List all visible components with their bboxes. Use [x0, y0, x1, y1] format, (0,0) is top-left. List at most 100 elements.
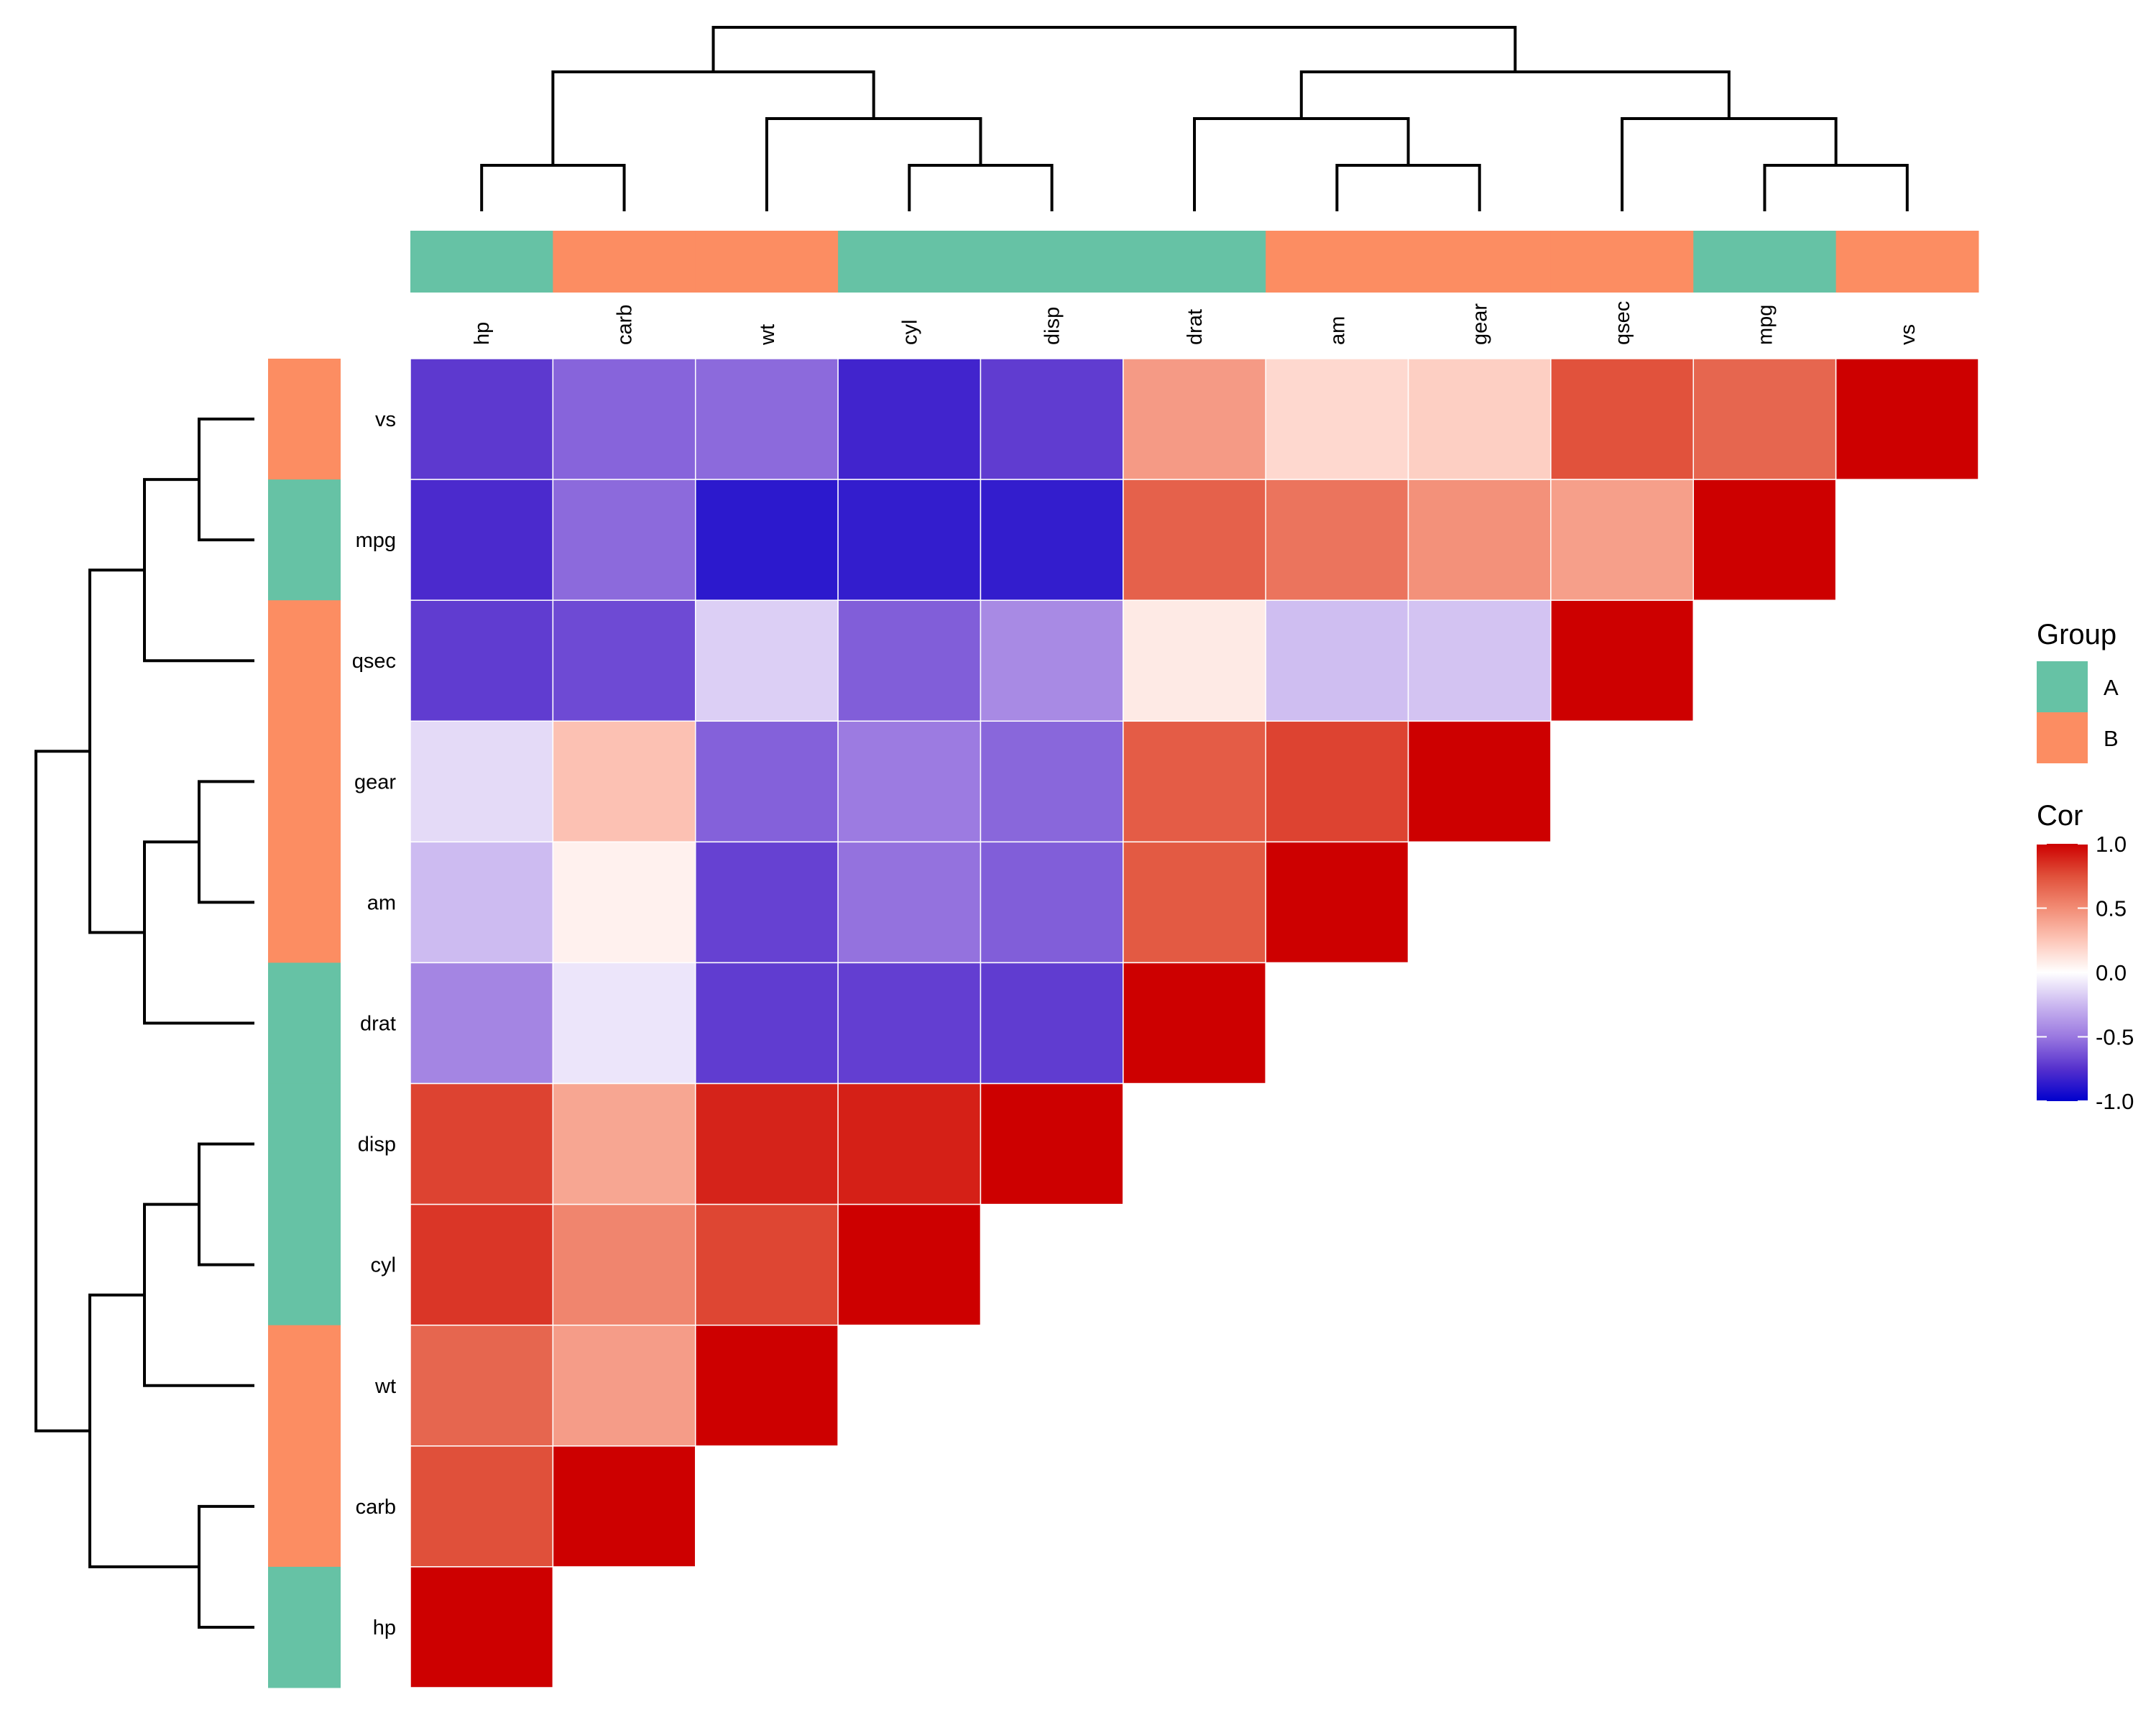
row-group-cell-drat: [268, 962, 341, 1085]
correlation-legend: Cor 1.0 0.5 0.0 -0.5 -1.0: [2037, 800, 2134, 1114]
column-dendrogram-branch: [908, 164, 1054, 211]
row-dendrogram-branch: [198, 780, 254, 904]
row-group-cell-carb: [268, 1445, 341, 1568]
heatmap-cell-disp-disp: [980, 1082, 1124, 1205]
column-group-cell-mpg: [1693, 231, 1837, 293]
heatmap-cell-drat-hp: [410, 962, 554, 1085]
heatmap-cell-am-disp: [980, 841, 1124, 964]
row-label-hp: hp: [373, 1616, 396, 1639]
heatmap-cell-drat-disp: [980, 962, 1124, 1085]
column-label-vs: vs: [1897, 324, 1920, 345]
heatmap-cell-vs-disp: [980, 358, 1124, 480]
heatmap-cell-vs-wt: [694, 358, 839, 480]
heatmap-cell-disp-hp: [410, 1082, 554, 1205]
heatmap-cell-qsec-disp: [980, 599, 1124, 722]
row-dendrogram-branch: [34, 750, 90, 1432]
heatmap-cell-vs-gear: [1407, 358, 1552, 480]
column-dendrogram-branch: [711, 26, 1517, 72]
heatmap-cell-qsec-qsec: [1550, 599, 1695, 722]
row-group-cell-cyl: [268, 1204, 341, 1326]
column-label-hp: hp: [471, 322, 494, 345]
heatmap-cell-vs-carb: [552, 358, 696, 480]
cor-legend-label: 0.0: [2096, 960, 2127, 985]
heatmap-cell-gear-hp: [410, 720, 554, 843]
row-label-wt: wt: [374, 1375, 396, 1398]
column-dendrogram-branch: [1763, 164, 1909, 211]
row-group-cell-gear: [268, 721, 341, 842]
heatmap-cell-disp-cyl: [837, 1082, 982, 1205]
group-legend-label-a: A: [2104, 675, 2119, 700]
heatmap-cell-gear-gear: [1407, 720, 1552, 843]
column-label-wt: wt: [756, 324, 779, 346]
column-label-drat: drat: [1184, 309, 1207, 345]
column-labels: hp carb wt cyl disp drat am gear qsec mpg vs: [471, 301, 1920, 346]
heatmap-cell-carb-carb: [552, 1445, 696, 1568]
column-label-qsec: qsec: [1611, 301, 1634, 345]
heatmap-cell-qsec-carb: [552, 599, 696, 722]
heatmap-cell-drat-carb: [552, 962, 696, 1085]
heatmap-cell-mpg-carb: [552, 479, 696, 601]
heatmap-cells: [410, 358, 1979, 1688]
heatmap-cell-am-carb: [552, 841, 696, 964]
cor-legend-label: -1.0: [2096, 1089, 2134, 1114]
row-dendrogram-branch: [88, 569, 144, 934]
column-dendrogram-branch: [480, 164, 626, 211]
cor-legend-label: 1.0: [2096, 832, 2127, 857]
heatmap-cell-hp-hp: [410, 1566, 554, 1688]
column-group-cell-hp: [410, 231, 553, 293]
heatmap-cell-wt-hp: [410, 1324, 554, 1447]
heatmap-cell-mpg-gear: [1407, 479, 1552, 601]
row-label-gear: gear: [354, 770, 396, 794]
heatmap-cell-mpg-am: [1265, 479, 1409, 601]
heatmap-cell-am-am: [1265, 841, 1409, 964]
heatmap-cell-qsec-drat: [1123, 599, 1266, 722]
column-label-cyl: cyl: [898, 320, 921, 345]
heatmap-cell-wt-wt: [694, 1324, 839, 1447]
row-label-qsec: qsec: [352, 650, 396, 673]
row-dendrogram: [34, 418, 254, 1629]
row-group-cell-am: [268, 842, 341, 963]
heatmap-cell-drat-cyl: [837, 962, 982, 1085]
row-label-disp: disp: [358, 1133, 396, 1156]
column-dendrogram-branch: [1335, 164, 1481, 211]
heatmap-cell-mpg-disp: [980, 479, 1124, 601]
heatmap-cell-gear-carb: [552, 720, 696, 843]
column-dendrogram-branch: [1299, 70, 1731, 119]
heatmap-cell-mpg-mpg: [1692, 479, 1837, 601]
row-group-annotation: [268, 359, 341, 1688]
group-legend-label-b: B: [2104, 726, 2119, 751]
column-group-cell-qsec: [1550, 231, 1694, 293]
heatmap-cell-vs-cyl: [837, 358, 982, 480]
heatmap-cell-drat-wt: [694, 962, 839, 1085]
row-labels: vs mpg qsec gear am drat disp cyl wt carb hp: [352, 408, 397, 1639]
heatmap-cell-gear-disp: [980, 720, 1124, 843]
row-label-vs: vs: [375, 408, 396, 431]
column-group-cell-vs: [1835, 231, 1979, 293]
heatmap-cell-cyl-hp: [410, 1203, 554, 1326]
column-label-am: am: [1326, 316, 1349, 345]
column-label-carb: carb: [614, 305, 637, 345]
heatmap-cell-qsec-gear: [1407, 599, 1552, 722]
cor-legend-label: -0.5: [2096, 1025, 2134, 1050]
row-group-cell-disp: [268, 1083, 341, 1205]
heatmap-cell-wt-carb: [552, 1324, 696, 1447]
row-dendrogram-branch: [198, 1142, 254, 1266]
row-group-cell-hp: [268, 1566, 341, 1688]
heatmap-cell-gear-cyl: [837, 720, 982, 843]
row-label-cyl: cyl: [371, 1254, 396, 1277]
heatmap-cell-cyl-cyl: [837, 1203, 982, 1326]
row-group-cell-mpg: [268, 479, 341, 601]
heatmap-cell-mpg-qsec: [1550, 479, 1695, 601]
cor-legend-label: 0.5: [2096, 896, 2127, 921]
heatmap-cell-qsec-am: [1265, 599, 1409, 722]
group-legend-swatch-a: [2037, 661, 2088, 712]
cor-legend-title: Cor: [2037, 800, 2083, 832]
row-dendrogram-branch: [198, 1504, 254, 1629]
column-dendrogram: [480, 26, 1909, 211]
heatmap-cell-vs-hp: [410, 358, 554, 480]
column-label-gear: gear: [1469, 303, 1492, 345]
column-group-cell-gear: [1408, 231, 1552, 293]
row-group-cell-vs: [268, 359, 341, 480]
heatmap-cell-am-wt: [694, 841, 839, 964]
